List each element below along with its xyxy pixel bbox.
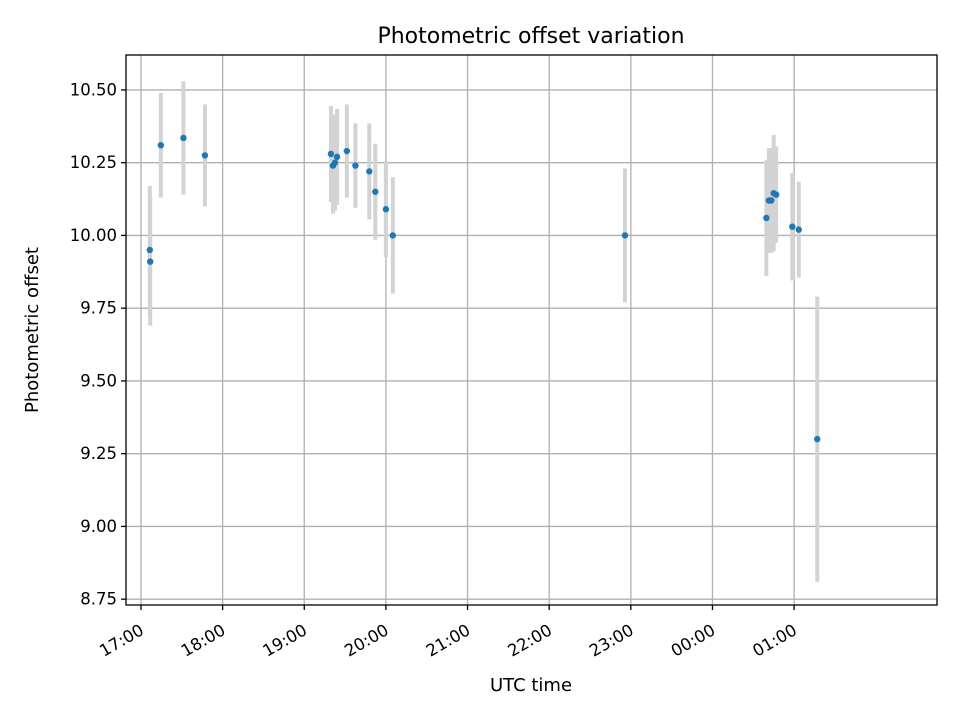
- data-point: [331, 159, 339, 166]
- data-point: [201, 152, 209, 159]
- axes-frame: [125, 54, 938, 606]
- data-point: [382, 206, 390, 213]
- data-point: [621, 232, 629, 239]
- data-point: [372, 188, 379, 195]
- data-point: [789, 223, 796, 230]
- data-point: [146, 246, 154, 254]
- y-tick-label: 10.50: [70, 80, 117, 99]
- y-axis-label: Photometric offset: [22, 247, 43, 413]
- data-point: [157, 142, 165, 149]
- data-point: [366, 168, 373, 175]
- y-axis-ticks: 8.75 9.00 9.25 9.50 9.75 10.00 10.25 10.50: [70, 80, 126, 609]
- data-point: [180, 134, 187, 142]
- y-tick-label: 9.25: [80, 444, 117, 463]
- data-point: [327, 150, 335, 158]
- plot-area: [126, 55, 937, 605]
- y-tick-label: 9.75: [80, 299, 117, 318]
- data-point: [343, 147, 351, 155]
- y-tick-label: 9.50: [80, 371, 117, 390]
- data-point: [772, 191, 780, 198]
- y-tick-label: 8.75: [80, 590, 117, 609]
- axes-background: [126, 55, 937, 605]
- point-layer: [146, 134, 821, 443]
- data-point: [389, 232, 397, 239]
- y-tick-label: 10.25: [70, 153, 117, 172]
- y-tick-label: 10.00: [70, 226, 117, 245]
- x-axis-label: UTC time: [490, 675, 572, 696]
- data-point: [333, 153, 341, 161]
- data-point: [814, 435, 821, 443]
- grid-layer: [126, 55, 937, 605]
- data-point: [768, 197, 775, 204]
- data-point: [147, 258, 154, 265]
- data-point: [763, 214, 770, 222]
- y-tick-label: 9.00: [80, 517, 117, 536]
- data-point: [352, 162, 359, 169]
- data-point: [795, 226, 802, 233]
- chart-title: Photometric offset variation: [377, 24, 684, 49]
